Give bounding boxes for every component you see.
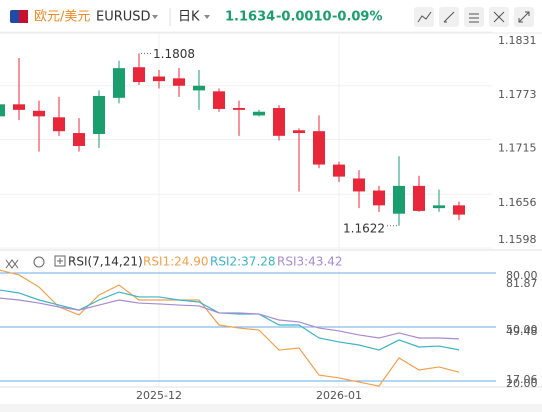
x-tick-label: 2025-12 [136,389,182,402]
candle-body [273,108,285,136]
y-tick-label: 1.1598 [498,233,537,246]
expand-icon-plus [57,258,63,264]
bottom-bar [0,404,542,412]
x-tick-label: 2026-01 [316,389,362,402]
tool-icon [493,11,505,23]
candle-body [213,91,225,109]
candle-body [113,68,125,98]
candle-body [173,78,185,86]
axis-annotation: 49.48 [506,325,538,338]
candle-body [353,178,365,192]
candle-body [0,104,5,117]
candle-body [73,133,85,147]
tool-icon [469,13,479,23]
legend-entry: RSI2:37.28 [210,255,276,269]
candle-body [193,85,205,91]
dropdown-arrow[interactable] [204,15,210,19]
candle-body [133,67,145,83]
last-price: 1.1634 [225,10,275,25]
axis-annotation: 81.87 [506,277,538,290]
price-change-pct: -0.09% [332,10,383,25]
tool-icon [443,11,455,23]
axis-annotation: 17.06 [506,373,538,386]
header: 欧元/美元 EURUSD 日K 1.1634 -0.0010 -0.09% [10,7,534,27]
candle-body [53,117,65,132]
y-tick-label: 20.00 [506,377,538,390]
period[interactable]: 日K [178,10,200,25]
tool-icon [518,11,530,23]
candle-body [153,76,165,82]
legend-entry: RSI1:24.90 [143,255,209,269]
collapse-icon[interactable] [5,259,19,269]
y-tick-label: 1.1715 [498,142,537,155]
low-label: 1.1622 [343,221,385,235]
candle-body [293,130,305,134]
candle-body [393,185,405,214]
pair-name[interactable]: 欧元/美元 [34,10,90,25]
candle-body [373,190,385,206]
dropdown-arrow[interactable] [152,15,158,19]
candle-body [413,185,425,211]
y-tick-label: 1.1656 [498,196,537,209]
y-tick-label: 1.1773 [498,88,537,101]
y-tick-label: 1.1831 [498,34,537,47]
candle-body [253,111,265,116]
candle-body [333,164,345,177]
rsi-line [0,297,460,340]
expand-icon[interactable] [54,255,66,267]
indicator-title: RSI(7,14,21) [68,255,143,269]
toolbar [414,7,534,27]
settings-icon[interactable] [33,256,45,268]
symbol[interactable]: EURUSD [96,10,151,25]
tool-button[interactable] [464,7,484,27]
high-label: 1.1808 [153,47,195,61]
flag-icon-part [19,10,28,23]
y-tick-label: 80.00 [506,269,538,282]
tool-icon [417,11,432,23]
legend-entry: RSI3:43.42 [277,255,343,269]
candle-body [433,205,445,209]
candle-body [93,95,105,134]
price-change: -0.0010 [276,10,332,25]
rsi-line [0,269,460,387]
candle-body [453,205,465,215]
candle-body [33,110,45,117]
candle-body [13,104,25,110]
y-tick-label: 50.00 [506,323,538,336]
candle-body [233,108,245,110]
candle-body [313,131,325,165]
